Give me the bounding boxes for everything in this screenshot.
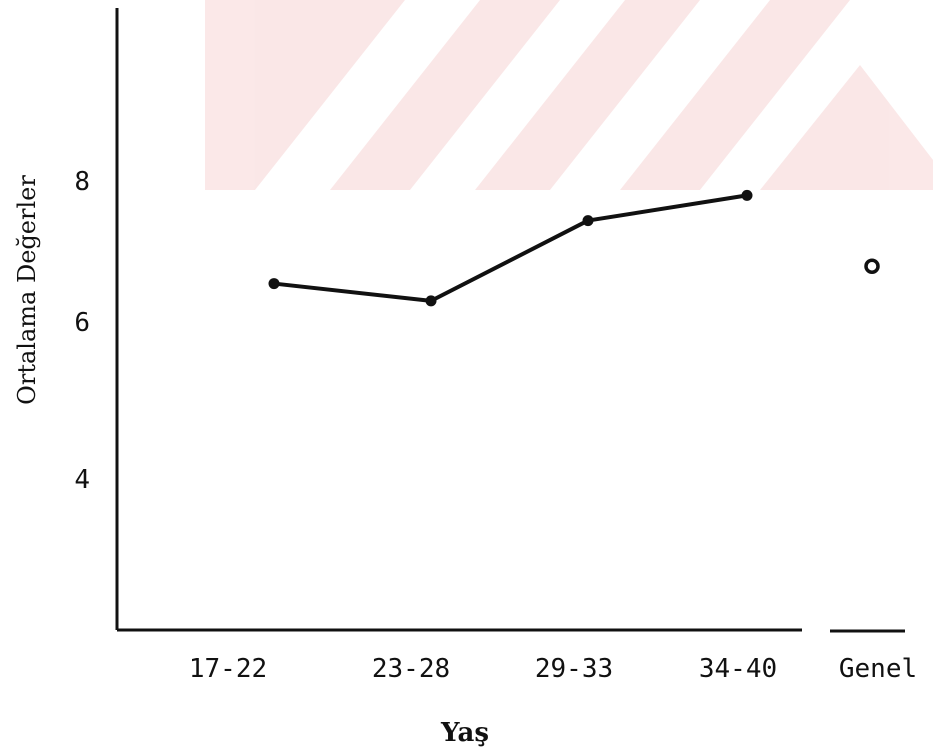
- data-point-29-33: [582, 215, 594, 227]
- overall-marker: [864, 258, 880, 274]
- y-tick-label-4: 4: [74, 465, 90, 495]
- data-point-23-28: [425, 295, 437, 307]
- watermark-chevron-3: [475, 0, 700, 190]
- x-tick-label-34-40: 34-40: [699, 654, 777, 684]
- y-tick-label-8: 8: [74, 167, 90, 197]
- watermark-chevron-4: [620, 0, 850, 190]
- overall-marker-group: [864, 258, 880, 274]
- x-tick-label-29-33: 29-33: [535, 654, 613, 684]
- watermark-chevron-1: [205, 0, 405, 190]
- x-tick-label-genel: Genel: [839, 654, 917, 684]
- x-tick-label-17-22: 17-22: [189, 654, 267, 684]
- x-tick-label-23-28: 23-28: [372, 654, 450, 684]
- y-axis-title: Ortalama Değerler: [13, 175, 41, 405]
- series-line: [273, 193, 748, 303]
- data-point-17-22: [268, 278, 280, 290]
- x-axis-title: Yaş: [440, 718, 489, 748]
- watermark-chevron-2: [330, 0, 560, 190]
- watermark-chevron-5: [760, 65, 933, 190]
- y-tick-label-6: 6: [74, 308, 90, 338]
- watermark: [205, 0, 933, 190]
- data-point-34-40: [741, 189, 753, 201]
- data-points: [268, 189, 753, 307]
